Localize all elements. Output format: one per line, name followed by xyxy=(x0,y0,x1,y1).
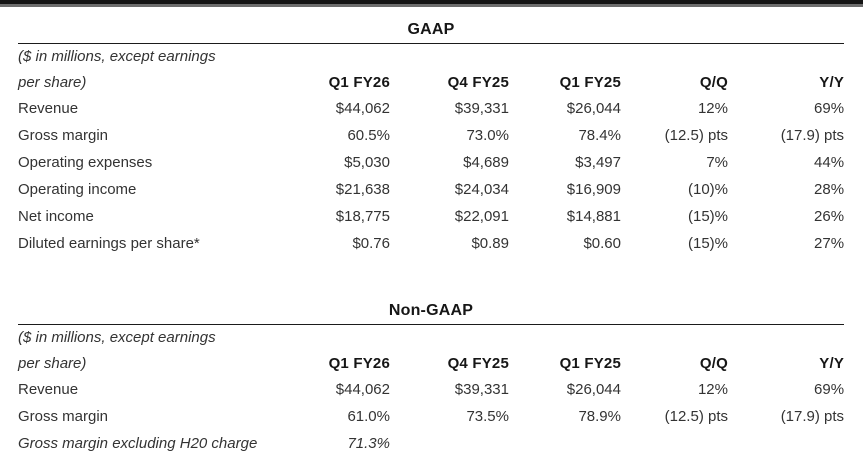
row-label: Gross margin xyxy=(18,408,109,425)
column-header-q1fy25: Q1 FY25 xyxy=(559,354,621,372)
column-header-q1fy26: Q1 FY26 xyxy=(328,354,390,372)
cell-value: $21,638 xyxy=(335,181,390,198)
cell-value: 78.9% xyxy=(578,408,621,425)
cell-value xyxy=(621,430,728,457)
top-accent-bar-gray-stripe xyxy=(0,4,863,7)
cell-value: (17.9) pts xyxy=(780,127,845,144)
row-label: Gross margin xyxy=(18,127,109,144)
column-header-yy: Y/Y xyxy=(819,73,845,91)
cell-value: 28% xyxy=(814,181,845,198)
cell-value: $44,062 xyxy=(335,381,390,398)
cell-value: 44% xyxy=(814,154,845,171)
cell-value: (17.9) pts xyxy=(780,408,845,425)
units-note-line1: ($ in millions, except earnings xyxy=(18,48,216,65)
gaap-section: GAAP ($ in millions, except earnings per… xyxy=(18,21,844,257)
cell-value: $39,331 xyxy=(454,381,509,398)
table-row-revenue: Revenue $44,062 $39,331 $26,044 12% 69% xyxy=(18,376,844,403)
row-label: Revenue xyxy=(18,100,79,117)
cell-value: (12.5) pts xyxy=(664,408,728,425)
column-header-q1fy26: Q1 FY26 xyxy=(328,73,390,91)
column-header-qq: Q/Q xyxy=(699,354,728,372)
table-row-gross-margin: Gross margin 61.0% 73.5% 78.9% (12.5) pt… xyxy=(18,403,844,430)
cell-value xyxy=(509,430,621,457)
cell-value: $14,881 xyxy=(566,208,621,225)
table-row-net-income: Net income $18,775 $22,091 $14,881 (15)%… xyxy=(18,203,844,230)
cell-value: $0.60 xyxy=(583,235,621,252)
column-header-qq: Q/Q xyxy=(699,73,728,91)
cell-value: $16,909 xyxy=(566,181,621,198)
units-note-line2: per share) xyxy=(18,354,87,372)
cell-value: (10)% xyxy=(687,181,728,198)
table-row-operating-income: Operating income $21,638 $24,034 $16,909… xyxy=(18,176,844,203)
cell-value: 27% xyxy=(814,235,845,252)
cell-value: $44,062 xyxy=(335,100,390,117)
row-label: Gross margin excluding H20 charge xyxy=(18,435,258,452)
column-header-q4fy25: Q4 FY25 xyxy=(447,73,509,91)
non-gaap-table: ($ in millions, except earnings per shar… xyxy=(18,325,844,457)
cell-value xyxy=(728,430,844,457)
cell-value: $26,044 xyxy=(566,100,621,117)
cell-value: 12% xyxy=(697,100,728,117)
units-note-line2: per share) xyxy=(18,73,87,91)
cell-value: 73.5% xyxy=(466,408,509,425)
cell-value: $39,331 xyxy=(454,100,509,117)
units-note-row: ($ in millions, except earnings xyxy=(18,325,844,350)
top-accent-bar-black-stripe xyxy=(0,0,863,4)
cell-value: 7% xyxy=(706,154,728,171)
row-label: Diluted earnings per share* xyxy=(18,235,200,252)
cell-value: $3,497 xyxy=(575,154,621,171)
row-label: Net income xyxy=(18,208,94,225)
table-row-gross-margin-excluding-h20: Gross margin excluding H20 charge 71.3% xyxy=(18,430,844,457)
cell-value: 69% xyxy=(814,381,845,398)
cell-value: 61.0% xyxy=(347,408,390,425)
cell-value: $22,091 xyxy=(454,208,509,225)
gaap-section-title: GAAP xyxy=(18,21,844,44)
cell-value: (15)% xyxy=(687,235,728,252)
column-header-q4fy25: Q4 FY25 xyxy=(447,354,509,372)
column-header-yy: Y/Y xyxy=(819,354,845,372)
non-gaap-section: Non-GAAP ($ in millions, except earnings… xyxy=(18,302,844,457)
non-gaap-section-title: Non-GAAP xyxy=(18,302,844,325)
cell-value: 69% xyxy=(814,100,845,117)
table-row-revenue: Revenue $44,062 $39,331 $26,044 12% 69% xyxy=(18,95,844,122)
units-note-row: ($ in millions, except earnings xyxy=(18,44,844,69)
cell-value: 26% xyxy=(814,208,845,225)
table-row-gross-margin: Gross margin 60.5% 73.0% 78.4% (12.5) pt… xyxy=(18,122,844,149)
column-header-row: per share) Q1 FY26 Q4 FY25 Q1 FY25 Q/Q Y… xyxy=(18,69,844,95)
cell-value: 78.4% xyxy=(578,127,621,144)
cell-value: $18,775 xyxy=(335,208,390,225)
row-label: Operating expenses xyxy=(18,154,153,171)
cell-value: $24,034 xyxy=(454,181,509,198)
cell-value: 73.0% xyxy=(466,127,509,144)
gaap-table: ($ in millions, except earnings per shar… xyxy=(18,44,844,257)
row-label: Revenue xyxy=(18,381,79,398)
units-note-line1: ($ in millions, except earnings xyxy=(18,329,216,346)
cell-value: $0.89 xyxy=(471,235,509,252)
cell-value: 12% xyxy=(697,381,728,398)
cell-value: $26,044 xyxy=(566,381,621,398)
cell-value: $5,030 xyxy=(344,154,390,171)
row-label: Operating income xyxy=(18,181,137,198)
column-header-q1fy25: Q1 FY25 xyxy=(559,73,621,91)
cell-value: (15)% xyxy=(687,208,728,225)
cell-value: $4,689 xyxy=(463,154,509,171)
table-row-diluted-eps: Diluted earnings per share* $0.76 $0.89 … xyxy=(18,230,844,257)
cell-value: $0.76 xyxy=(352,235,390,252)
column-header-row: per share) Q1 FY26 Q4 FY25 Q1 FY25 Q/Q Y… xyxy=(18,350,844,376)
cell-value xyxy=(390,430,509,457)
cell-value: 60.5% xyxy=(347,127,390,144)
cell-value: 71.3% xyxy=(347,435,390,452)
cell-value: (12.5) pts xyxy=(664,127,728,144)
top-accent-bar xyxy=(0,0,863,7)
table-row-operating-expenses: Operating expenses $5,030 $4,689 $3,497 … xyxy=(18,149,844,176)
